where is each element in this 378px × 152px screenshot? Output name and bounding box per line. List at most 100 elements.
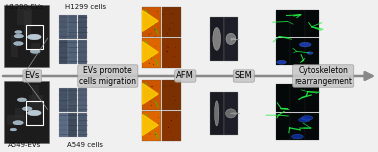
Bar xyxy=(276,113,290,140)
Bar xyxy=(151,33,152,34)
Bar xyxy=(59,15,68,39)
Bar xyxy=(174,88,175,89)
Text: SEM: SEM xyxy=(235,71,253,81)
Bar xyxy=(169,28,170,30)
Text: EVs promote
cells migration: EVs promote cells migration xyxy=(79,66,136,86)
Bar xyxy=(276,38,290,65)
Text: A549 cells: A549 cells xyxy=(67,142,103,148)
Bar xyxy=(68,40,77,64)
Bar xyxy=(167,33,168,35)
Bar xyxy=(59,88,68,112)
Bar xyxy=(290,38,305,65)
Bar xyxy=(164,89,165,90)
Bar xyxy=(153,122,155,123)
Bar xyxy=(150,133,151,134)
Bar xyxy=(170,132,171,133)
Bar xyxy=(59,113,68,137)
Text: AFM: AFM xyxy=(177,71,194,81)
Circle shape xyxy=(299,42,311,47)
Bar xyxy=(276,85,290,112)
Bar xyxy=(169,123,171,124)
Bar xyxy=(26,24,43,49)
Bar xyxy=(17,7,33,25)
Bar xyxy=(152,95,153,96)
Polygon shape xyxy=(143,83,158,104)
Bar xyxy=(152,123,153,124)
Bar xyxy=(146,91,148,92)
Bar xyxy=(164,86,165,87)
Text: Cytoskeleton
rearrangement: Cytoskeleton rearrangement xyxy=(294,66,352,86)
Circle shape xyxy=(15,31,22,33)
Bar xyxy=(162,38,181,68)
Circle shape xyxy=(277,60,287,64)
Ellipse shape xyxy=(213,28,221,50)
Bar xyxy=(175,47,176,48)
Bar xyxy=(152,86,153,87)
Text: A549-EVs: A549-EVs xyxy=(8,142,41,148)
Bar xyxy=(156,85,157,86)
Bar xyxy=(172,85,174,86)
Circle shape xyxy=(17,98,26,102)
Bar xyxy=(142,38,161,68)
Bar xyxy=(166,51,168,52)
Circle shape xyxy=(22,107,32,111)
Bar xyxy=(175,119,176,120)
Bar xyxy=(150,93,151,94)
Bar xyxy=(173,136,174,137)
Bar xyxy=(158,117,159,118)
Bar xyxy=(290,113,305,140)
Bar xyxy=(149,63,150,64)
Bar xyxy=(4,81,49,143)
Circle shape xyxy=(28,110,41,116)
Bar xyxy=(146,138,147,139)
Circle shape xyxy=(30,49,40,53)
Bar xyxy=(173,96,174,97)
Bar xyxy=(151,15,152,16)
Circle shape xyxy=(302,116,313,120)
Bar xyxy=(152,17,153,19)
Bar xyxy=(176,116,177,117)
Text: H1299-EVs: H1299-EVs xyxy=(6,4,44,10)
Bar xyxy=(29,95,43,113)
Bar xyxy=(166,46,167,47)
Bar xyxy=(77,15,87,39)
Bar xyxy=(158,140,159,141)
Circle shape xyxy=(28,34,41,40)
Bar xyxy=(171,120,172,121)
Bar xyxy=(155,23,156,24)
Bar xyxy=(157,11,158,12)
Bar xyxy=(224,92,238,135)
Text: H1299 cells: H1299 cells xyxy=(65,4,106,10)
Bar xyxy=(59,40,68,64)
Bar xyxy=(7,115,25,125)
Bar xyxy=(151,47,152,48)
Circle shape xyxy=(299,118,310,122)
Bar xyxy=(290,10,305,37)
Bar xyxy=(167,47,169,48)
Bar xyxy=(148,34,150,35)
Polygon shape xyxy=(143,115,158,135)
Bar xyxy=(77,40,87,64)
Bar xyxy=(162,7,181,37)
Bar xyxy=(305,38,319,65)
Bar xyxy=(151,124,153,125)
Bar xyxy=(168,67,170,68)
Bar xyxy=(154,99,155,100)
Bar xyxy=(68,113,77,137)
Bar xyxy=(163,14,164,15)
Bar xyxy=(142,48,143,49)
Bar xyxy=(24,11,31,35)
Bar xyxy=(175,100,176,101)
Bar xyxy=(4,5,49,67)
Bar xyxy=(155,46,156,47)
Bar xyxy=(177,127,178,128)
Bar xyxy=(210,17,224,61)
Bar xyxy=(11,35,18,57)
Circle shape xyxy=(14,42,23,45)
Circle shape xyxy=(14,34,23,38)
Bar xyxy=(305,10,319,37)
Bar xyxy=(170,108,171,109)
Text: EVs: EVs xyxy=(25,71,40,81)
Bar xyxy=(158,123,159,124)
Bar xyxy=(68,88,77,112)
